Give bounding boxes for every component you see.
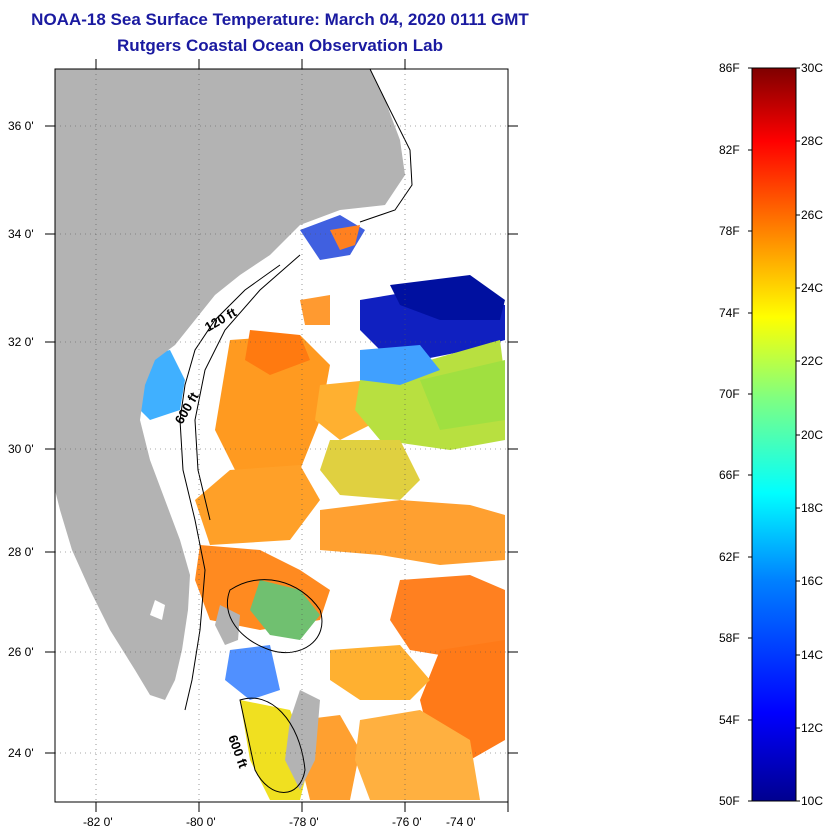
- colorbar-c-label: 28C: [801, 134, 823, 148]
- lat-label: 32 0': [8, 335, 34, 349]
- lat-label: 34 0': [8, 227, 34, 241]
- colorbar-f-label: 50F: [719, 794, 740, 808]
- colorbar-c-label: 16C: [801, 574, 823, 588]
- map-title: NOAA-18 Sea Surface Temperature: March 0…: [31, 10, 529, 29]
- sst-data-layer: [130, 215, 505, 800]
- colorbar-ticks: [748, 67, 800, 802]
- colorbar-f-label: 74F: [719, 306, 740, 320]
- lon-label: -74 0': [446, 815, 476, 829]
- colorbar-f-label: 54F: [719, 713, 740, 727]
- lon-label: -78 0': [289, 815, 319, 829]
- colorbar-c-label: 24C: [801, 281, 823, 295]
- colorbar-c-label: 18C: [801, 501, 823, 515]
- colorbar-f-label: 66F: [719, 468, 740, 482]
- map-frame: [54, 68, 509, 803]
- colorbar-c-label: 20C: [801, 428, 823, 442]
- lat-label: 24 0': [8, 746, 34, 760]
- isobath-contours: [179, 69, 413, 793]
- colorbar-c-label: 14C: [801, 648, 823, 662]
- colorbar-f-label: 70F: [719, 387, 740, 401]
- map-subtitle: Rutgers Coastal Ocean Observation Lab: [117, 36, 443, 55]
- lat-label: 36 0': [8, 119, 34, 133]
- colorbar-f-label: 82F: [719, 143, 740, 157]
- colorbar-c-label: 22C: [801, 354, 823, 368]
- colorbar-c-label: 26C: [801, 208, 823, 222]
- colorbar-f-label: 62F: [719, 550, 740, 564]
- axis-ticks: [45, 59, 518, 812]
- colorbar-f-label: 78F: [719, 224, 740, 238]
- colorbar: [751, 67, 797, 802]
- land-mass: [55, 69, 405, 790]
- lon-label: -82 0': [83, 815, 113, 829]
- colorbar-f-label: 58F: [719, 631, 740, 645]
- colorbar-f-label: 86F: [719, 61, 740, 75]
- colorbar-c-label: 30C: [801, 61, 823, 75]
- lat-label: 30 0': [8, 442, 34, 456]
- colorbar-c-label: 12C: [801, 721, 823, 735]
- colorbar-c-label: 10C: [801, 794, 823, 808]
- lat-label: 26 0': [8, 645, 34, 659]
- graticule: [55, 69, 508, 802]
- lat-label: 28 0': [8, 545, 34, 559]
- lon-label: -80 0': [186, 815, 216, 829]
- lon-label: -76 0': [392, 815, 422, 829]
